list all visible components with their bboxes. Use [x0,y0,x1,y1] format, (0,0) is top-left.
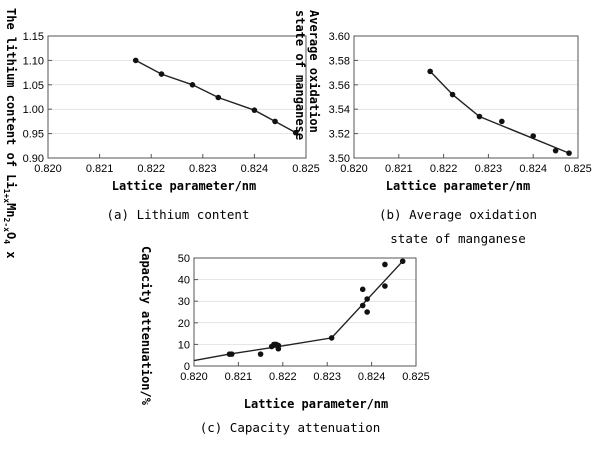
panel-c-y-tick-0: 0 [184,361,190,373]
panel-c-y-tick-4: 40 [178,275,190,287]
panel-b-y-tick-3: 3.56 [329,80,350,92]
panel-c-y-tick-5: 50 [178,253,190,265]
panel-a-data-point-1 [158,71,165,77]
panel-a-y-label: The lithium content of Li1+xMn2-xO4 x [2,8,18,259]
panel-c-data-point-1 [228,351,235,357]
panel-b-y-tick-2: 3.54 [329,104,350,116]
panel-a-data-point-4 [251,107,258,113]
panel-a-data-point-2 [189,82,196,88]
panel-b-trend-line [429,70,570,154]
panel-c-data-point-2 [257,351,264,357]
panel-c-trend-line [193,260,404,362]
panel-b-caption-line2: state of manganese [390,231,525,246]
panel-b-data-point-0 [427,68,433,75]
panel-a-data-point-6 [292,129,299,136]
panel-a-x-tick-0: 0.820 [34,163,62,175]
panel-c-x-tick-2: 0.822 [269,371,297,383]
panel-b-caption-line1: (b) Average oxidation [379,207,537,222]
panel-b-x-tick-0: 0.820 [340,163,368,175]
panel-c-data-point-8 [328,335,335,341]
panel-a-data-point-0 [132,57,139,64]
panel-b-plot-frame [353,35,579,159]
panel-b-x-tick-2: 0.822 [430,163,458,175]
panel-c-data-point-12 [359,286,366,293]
panel-b-x-tick-4: 0.824 [519,163,547,175]
panel-b-y-tick-4: 3.58 [329,55,350,67]
panel-b: 0.820 0.821 0.822 0.823 0.824 0.825 3.50 3.52 3.… [329,31,592,175]
panel-c-data-point-10 [364,309,370,315]
panel-a: 0.820 0.821 0.822 0.823 0.824 0.825 0.90 0.95 1.… [23,31,320,175]
panel-c: 0.820 0.821 0.822 0.823 0.824 0.825 0 10 20 30 40 5… [178,253,430,383]
panel-a-y-tick-5: 1.15 [23,31,44,43]
panel-c-x-label: Lattice parameter/nm [244,397,389,411]
panel-c-data-point-14 [382,261,388,268]
panel-c-y-tick-3: 30 [178,296,190,308]
panel-a-y-tick-3: 1.05 [23,80,44,92]
panel-a-data-point-5 [272,118,278,125]
panel-b-y-tick-1: 3.52 [329,129,350,141]
panel-c-x-tick-0: 0.820 [180,371,208,383]
panel-b-y-label-line1: Average oxidation [307,10,321,133]
panel-b-data-point-5 [552,147,559,154]
panel-c-caption: (c) Capacity attenuation [200,420,381,435]
panel-a-y-tick-4: 1.10 [23,55,44,67]
panel-b-data-point-1 [449,91,456,98]
panel-b-data-point-4 [530,133,536,139]
panel-c-data-point-9 [359,302,366,309]
panel-a-x-label: Lattice parameter/nm [112,179,257,193]
panel-c-y-tick-2: 20 [178,318,190,330]
panel-c-plot-frame [193,257,417,367]
panel-a-x-tick-3: 0.823 [189,163,217,175]
panel-b-data-point-6 [566,150,572,156]
panel-b-x-tick-5: 0.825 [564,163,592,175]
panel-c-y-tick-1: 10 [178,339,190,351]
panel-b-data-point-3 [499,118,505,125]
panel-c-x-tick-1: 0.821 [225,371,253,383]
panel-c-x-tick-5: 0.825 [402,371,430,383]
panel-b-y-label-line2: state of manganese [293,10,307,140]
panel-c-data-point-7 [275,342,282,349]
panel-b-x-label: Lattice parameter/nm [386,179,531,193]
panel-a-y-tick-1: 0.95 [23,129,44,141]
panel-a-y-tick-0: 0.90 [23,153,44,165]
panel-c-x-tick-4: 0.824 [358,371,386,383]
panel-c-x-tick-3: 0.823 [313,371,341,383]
panel-a-caption: (a) Lithium content [107,207,250,222]
panel-c-data-point-15 [399,258,406,265]
panel-b-x-tick-1: 0.821 [385,163,413,175]
panel-b-data-point-2 [476,113,483,120]
panel-a-data-point-3 [215,94,222,101]
panel-b-y-tick-5: 3.60 [329,31,350,43]
panel-a-x-tick-5: 0.825 [292,163,320,175]
panel-b-y-tick-0: 3.50 [329,153,350,165]
panel-a-plot-frame [47,35,307,159]
panel-a-y-tick-2: 1.00 [23,104,44,116]
panel-a-x-tick-1: 0.821 [86,163,114,175]
panel-a-x-tick-2: 0.822 [137,163,165,175]
panel-c-data-point-13 [382,283,388,289]
panel-b-x-tick-3: 0.823 [475,163,503,175]
panel-c-y-label: Capacity attenuation/% [139,246,153,406]
panel-a-x-tick-4: 0.824 [241,163,269,175]
panel-c-data-point-11 [364,296,370,302]
